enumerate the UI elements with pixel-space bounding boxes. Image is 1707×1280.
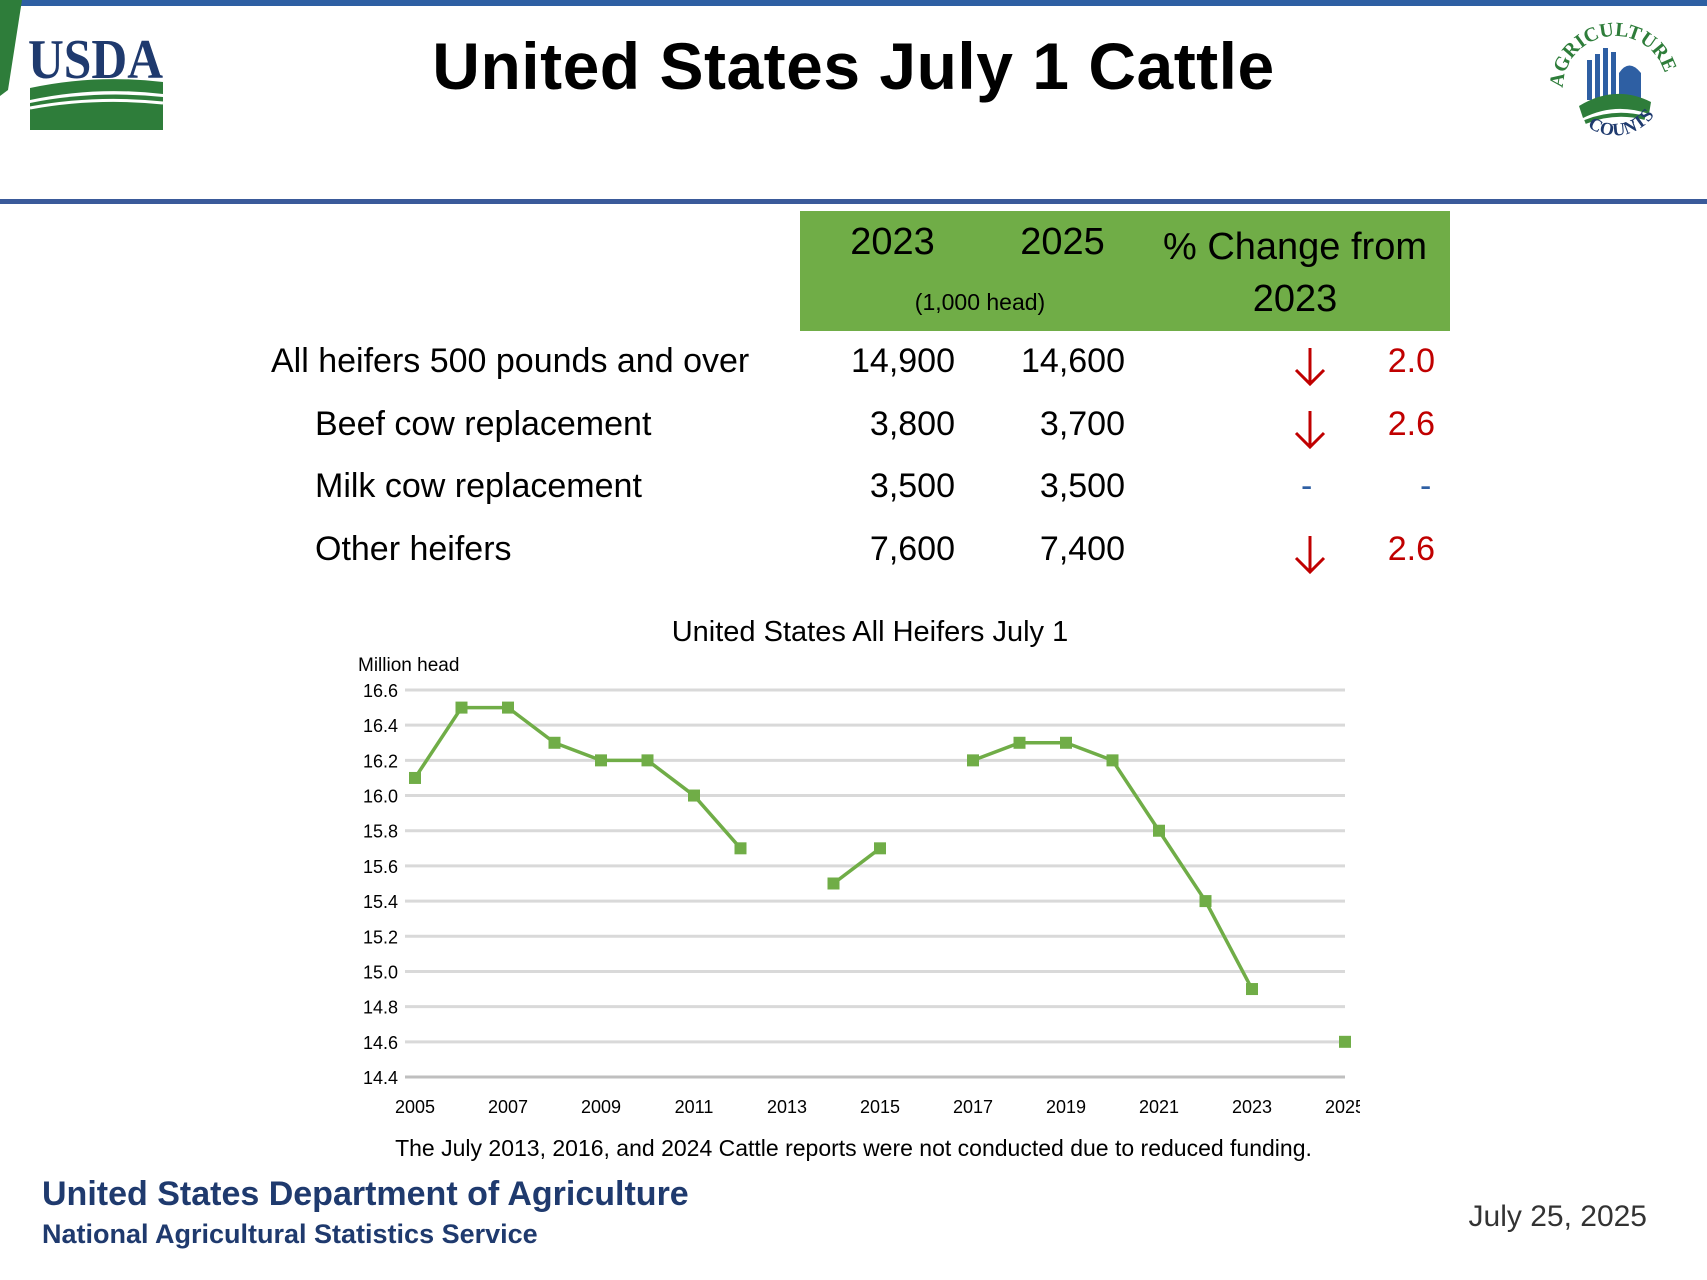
data-point-2015 xyxy=(874,842,886,855)
footer-service: National Agricultural Statistics Service xyxy=(42,1219,538,1249)
table-row: Other heifers 7,600 7,400 2.6 xyxy=(0,522,1707,582)
value-2023: 14,900 xyxy=(851,342,955,380)
series-line xyxy=(832,846,882,885)
no-change-arrow-dash: - xyxy=(1301,467,1313,505)
data-point-2020 xyxy=(1106,754,1119,767)
value-2025: 7,400 xyxy=(1039,530,1125,568)
table-header: 2023 2025 (1,000 head) % Change from 202… xyxy=(800,211,1450,331)
y-tick-label: 14.4 xyxy=(363,1068,398,1088)
data-point-2008 xyxy=(548,736,561,749)
table-row: Beef cow replacement 3,800 3,700 2.6 xyxy=(0,397,1707,457)
y-tick-label: 15.6 xyxy=(363,857,398,877)
data-point-2017 xyxy=(967,754,979,767)
x-tick-label: 2021 xyxy=(1139,1097,1179,1117)
x-tick-label: 2009 xyxy=(581,1097,621,1117)
data-point-2012 xyxy=(734,842,747,855)
data-point-2006 xyxy=(455,701,468,714)
y-tick-label: 16.4 xyxy=(363,716,398,736)
value-2025: 14,600 xyxy=(1021,342,1125,380)
x-tick-label: 2019 xyxy=(1046,1097,1086,1117)
value-2023: 3,500 xyxy=(869,467,955,505)
pct-change-value: - xyxy=(1420,467,1432,505)
y-tick-label: 15.8 xyxy=(363,822,398,842)
footer-department: United States Department of Agriculture xyxy=(42,1175,689,1213)
down-arrow-icon xyxy=(1294,411,1326,450)
value-2025: 3,700 xyxy=(1039,405,1125,443)
x-tick-label: 2005 xyxy=(395,1097,435,1117)
data-point-2007 xyxy=(502,701,514,714)
x-tick-label: 2013 xyxy=(767,1097,807,1117)
pct-change-value: 2.0 xyxy=(1387,342,1435,380)
y-tick-label: 15.0 xyxy=(363,962,398,982)
y-axis-label: Million head xyxy=(358,655,459,676)
value-2023: 7,600 xyxy=(869,530,955,568)
row-label: All heifers 500 pounds and over xyxy=(271,342,750,380)
data-point-2011 xyxy=(688,789,700,802)
data-point-2022 xyxy=(1199,895,1212,908)
row-label: Other heifers xyxy=(315,530,512,568)
col-header-pct-change: % Change from 2023 xyxy=(1145,221,1445,325)
pct-change-value: 2.6 xyxy=(1387,405,1435,443)
y-tick-label: 16.2 xyxy=(363,751,398,771)
footer-date: July 25, 2025 xyxy=(1468,1200,1647,1233)
col-header-2025: 2025 xyxy=(1020,221,1105,263)
agriculture-counts-logo: AGRICULTURE COUNTS xyxy=(1546,19,1681,140)
table-row: All heifers 500 pounds and over 14,900 1… xyxy=(0,334,1707,394)
header-rule xyxy=(0,199,1707,204)
data-point-2005 xyxy=(409,771,421,784)
y-tick-label: 16.6 xyxy=(363,681,398,701)
data-point-2018 xyxy=(1013,736,1026,749)
x-tick-label: 2025 xyxy=(1325,1097,1360,1117)
data-point-2014 xyxy=(827,877,840,890)
value-2025: 3,500 xyxy=(1039,467,1125,505)
data-point-2010 xyxy=(641,754,654,767)
data-point-2009 xyxy=(595,754,607,767)
y-tick-label: 15.2 xyxy=(363,927,398,947)
table-header-background xyxy=(800,211,1450,331)
y-tick-label: 14.6 xyxy=(363,1033,398,1053)
col-header-unit: (1,000 head) xyxy=(914,289,1046,315)
usda-logo: USDA xyxy=(0,0,163,130)
x-tick-label: 2023 xyxy=(1232,1097,1272,1117)
row-label: Milk cow replacement xyxy=(315,467,642,505)
x-tick-label: 2011 xyxy=(675,1097,714,1117)
x-tick-label: 2007 xyxy=(488,1097,528,1117)
pct-header-line1: % Change from xyxy=(1162,226,1427,268)
y-tick-label: 15.4 xyxy=(363,892,398,912)
chart-title: United States All Heifers July 1 xyxy=(671,616,1069,648)
down-arrow-icon xyxy=(1294,536,1326,575)
series-line xyxy=(413,705,742,850)
x-tick-label: 2015 xyxy=(860,1097,900,1117)
col-header-2023: 2023 xyxy=(850,221,935,263)
data-point-2023 xyxy=(1246,983,1258,996)
data-point-2019 xyxy=(1060,736,1072,749)
value-2023: 3,800 xyxy=(869,405,955,443)
pct-header-line2: 2023 xyxy=(1252,278,1338,320)
table-row: Milk cow replacement 3,500 3,500 - - xyxy=(0,459,1707,519)
y-tick-label: 16.0 xyxy=(363,787,398,807)
row-label: Beef cow replacement xyxy=(315,405,652,443)
heifers-line-chart: Million head 16.6 16.4 16.2 16.0 15.8 15.6 15.4… xyxy=(358,655,1360,1117)
top-stripe xyxy=(0,0,1707,6)
y-tick-label: 14.8 xyxy=(363,998,398,1018)
chart-footnote: The July 2013, 2016, and 2024 Cattle rep… xyxy=(395,1135,1312,1161)
x-tick-label: 2017 xyxy=(953,1097,993,1117)
down-arrow-icon xyxy=(1294,348,1326,387)
page-title: United States July 1 Cattle xyxy=(432,29,1275,103)
pct-change-value: 2.6 xyxy=(1387,530,1435,568)
data-point-2021 xyxy=(1153,824,1165,837)
data-point-2025 xyxy=(1339,1035,1351,1048)
